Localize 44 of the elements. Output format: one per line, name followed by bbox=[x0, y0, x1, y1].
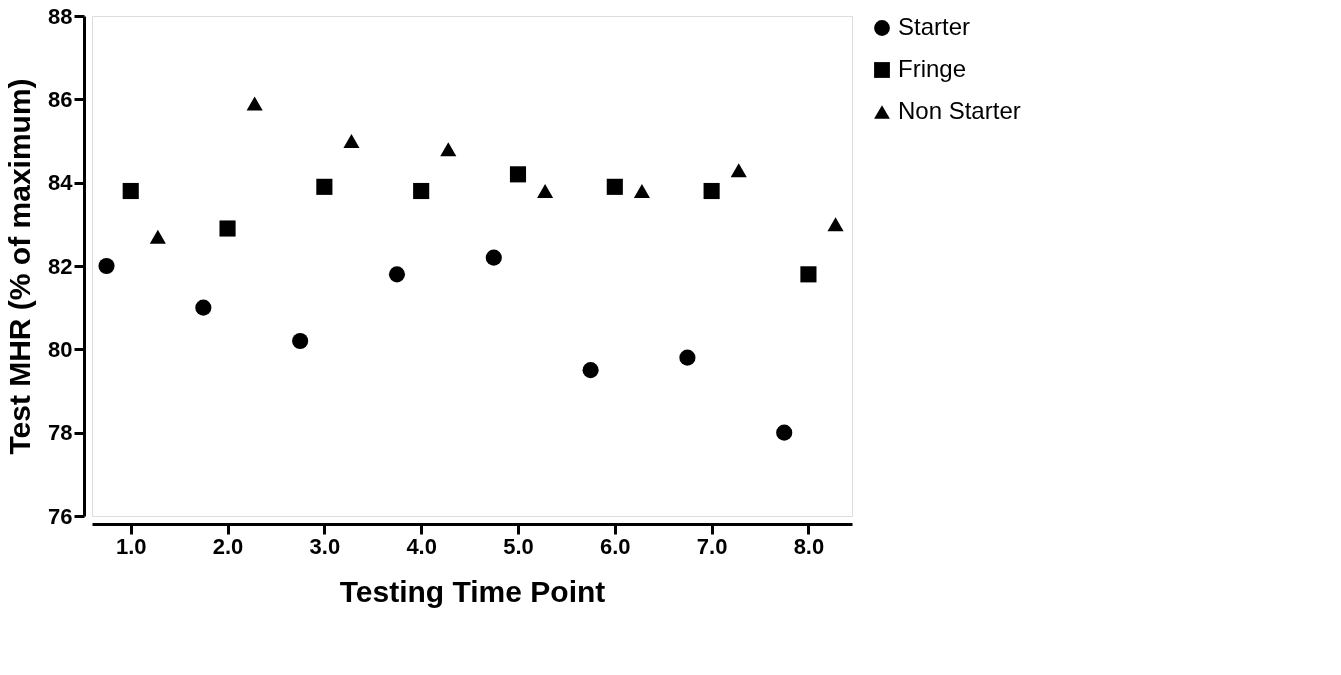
point bbox=[703, 182, 720, 200]
point bbox=[122, 182, 139, 200]
x-axis-title: Testing Time Point bbox=[339, 574, 606, 608]
point bbox=[388, 266, 406, 283]
x-tick-label: 6.0 bbox=[600, 533, 631, 559]
y-tick-label: 80 bbox=[48, 336, 73, 362]
y-tick-label: 88 bbox=[48, 3, 73, 29]
legend-label: Starter bbox=[898, 13, 971, 40]
y-tick-label: 76 bbox=[48, 503, 73, 529]
point bbox=[440, 142, 457, 157]
point bbox=[582, 362, 599, 379]
y-axis-title: Test MHR (% of maximum) bbox=[3, 78, 37, 455]
x-tick-label: 2.0 bbox=[212, 533, 244, 559]
y-tick-label: 86 bbox=[48, 86, 73, 112]
point bbox=[343, 134, 360, 148]
point bbox=[730, 163, 747, 178]
y-tick-label: 84 bbox=[48, 170, 74, 196]
y-tick-label: 82 bbox=[48, 253, 73, 279]
point bbox=[606, 178, 623, 195]
point bbox=[292, 332, 309, 350]
x-tick-label: 8.0 bbox=[793, 533, 825, 559]
point bbox=[219, 220, 236, 237]
point bbox=[509, 166, 527, 183]
point bbox=[413, 182, 430, 200]
x-tick-label: 7.0 bbox=[696, 533, 728, 559]
point bbox=[633, 184, 650, 198]
point bbox=[485, 249, 502, 266]
point bbox=[195, 299, 212, 316]
point bbox=[316, 178, 333, 195]
point bbox=[98, 257, 115, 275]
x-tick-label: 1.0 bbox=[115, 533, 147, 559]
point bbox=[149, 229, 166, 244]
point bbox=[246, 96, 263, 111]
point bbox=[827, 217, 844, 232]
legend-label: Fringe bbox=[898, 55, 967, 82]
legend-label: Non Starter bbox=[898, 97, 1021, 124]
x-tick-label: 5.0 bbox=[503, 533, 534, 559]
point bbox=[679, 349, 696, 366]
point bbox=[800, 266, 817, 283]
x-tick-label: 3.0 bbox=[309, 533, 341, 559]
point bbox=[776, 424, 793, 441]
y-tick-label: 78 bbox=[48, 420, 73, 446]
point bbox=[537, 184, 554, 198]
x-tick-label: 4.0 bbox=[406, 533, 437, 559]
